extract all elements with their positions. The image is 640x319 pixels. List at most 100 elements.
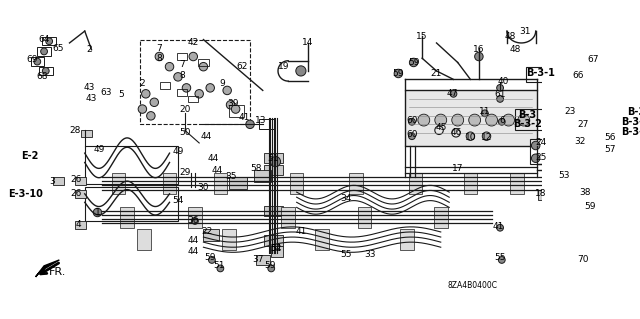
Bar <box>188 95 198 102</box>
Circle shape <box>46 38 52 45</box>
Text: 39: 39 <box>227 99 239 108</box>
Text: 14: 14 <box>302 39 314 48</box>
Bar <box>515 109 562 130</box>
Circle shape <box>450 90 457 97</box>
Circle shape <box>502 114 515 126</box>
Text: 27: 27 <box>577 120 589 129</box>
Circle shape <box>518 114 530 126</box>
Text: 5: 5 <box>118 90 124 99</box>
Text: 44: 44 <box>188 247 199 256</box>
Text: 70: 70 <box>577 256 589 264</box>
Bar <box>52 177 65 185</box>
Circle shape <box>466 132 475 140</box>
Text: 44: 44 <box>200 132 212 141</box>
Text: 61: 61 <box>494 90 506 99</box>
Bar <box>510 174 524 194</box>
Circle shape <box>499 118 505 125</box>
Bar <box>408 174 422 194</box>
Text: 68: 68 <box>36 72 48 81</box>
Circle shape <box>296 66 306 76</box>
Bar <box>405 90 536 145</box>
Bar <box>198 59 209 66</box>
Text: 67: 67 <box>588 56 599 64</box>
Circle shape <box>497 224 504 231</box>
Text: 49: 49 <box>93 145 105 154</box>
Text: 59: 59 <box>264 261 275 271</box>
Bar <box>37 47 51 56</box>
Circle shape <box>582 256 588 263</box>
Text: 21: 21 <box>431 69 442 78</box>
Text: 32: 32 <box>574 137 586 146</box>
Bar <box>259 119 275 130</box>
Text: 57: 57 <box>605 145 616 154</box>
Text: 33: 33 <box>364 250 375 259</box>
Bar <box>271 246 283 256</box>
Text: 59: 59 <box>584 202 596 211</box>
Circle shape <box>483 132 491 140</box>
Text: B-3: B-3 <box>518 110 536 120</box>
Circle shape <box>209 256 215 263</box>
Circle shape <box>93 208 102 217</box>
Bar <box>349 174 363 194</box>
Bar <box>254 170 271 182</box>
Bar <box>525 67 570 82</box>
Circle shape <box>579 122 588 130</box>
Text: 13: 13 <box>255 116 267 125</box>
Bar <box>163 174 176 194</box>
Text: 29: 29 <box>179 168 191 177</box>
Text: B-3: B-3 <box>627 107 640 117</box>
Bar <box>42 37 56 46</box>
Text: 62: 62 <box>236 62 247 71</box>
Circle shape <box>468 114 481 126</box>
Text: 35: 35 <box>225 172 236 182</box>
Text: 28: 28 <box>69 126 80 135</box>
Text: 49: 49 <box>172 147 184 156</box>
Circle shape <box>408 118 415 125</box>
Text: 55: 55 <box>494 253 506 262</box>
Text: 65: 65 <box>52 43 63 53</box>
Bar <box>264 235 283 246</box>
Text: 50: 50 <box>179 128 191 137</box>
Bar <box>31 57 44 66</box>
Text: 37: 37 <box>253 256 264 264</box>
Text: 38: 38 <box>579 188 591 197</box>
Text: 26: 26 <box>70 175 82 184</box>
Text: 10: 10 <box>465 132 476 142</box>
Circle shape <box>138 105 147 113</box>
Text: 45: 45 <box>435 123 447 132</box>
Bar <box>316 229 329 250</box>
Circle shape <box>182 84 191 92</box>
Text: 9: 9 <box>219 79 225 88</box>
Circle shape <box>604 135 613 143</box>
Text: 56: 56 <box>605 132 616 142</box>
Text: B-3-1: B-3-1 <box>621 117 640 127</box>
Text: 7: 7 <box>179 61 185 70</box>
Text: 2: 2 <box>86 45 92 54</box>
Text: 48: 48 <box>504 32 516 41</box>
Text: E-2: E-2 <box>21 151 38 161</box>
Text: 12: 12 <box>481 132 492 142</box>
Text: 18: 18 <box>535 189 547 198</box>
Circle shape <box>497 85 504 91</box>
Bar <box>112 174 125 194</box>
Circle shape <box>217 265 224 272</box>
Circle shape <box>173 73 182 81</box>
Circle shape <box>394 69 403 78</box>
Circle shape <box>531 154 540 162</box>
Bar <box>434 207 447 228</box>
Circle shape <box>475 52 483 61</box>
Circle shape <box>223 86 232 95</box>
Text: 54: 54 <box>172 196 184 205</box>
Text: B-3-1: B-3-1 <box>526 69 556 78</box>
Text: 60: 60 <box>406 130 418 139</box>
Bar <box>140 40 250 124</box>
Circle shape <box>206 84 214 92</box>
Circle shape <box>574 73 582 81</box>
Bar <box>623 108 640 140</box>
Text: 8: 8 <box>179 71 185 80</box>
Circle shape <box>410 58 418 67</box>
Bar <box>358 207 371 228</box>
Bar <box>75 189 86 198</box>
Text: 59: 59 <box>204 253 216 262</box>
Circle shape <box>195 90 204 98</box>
